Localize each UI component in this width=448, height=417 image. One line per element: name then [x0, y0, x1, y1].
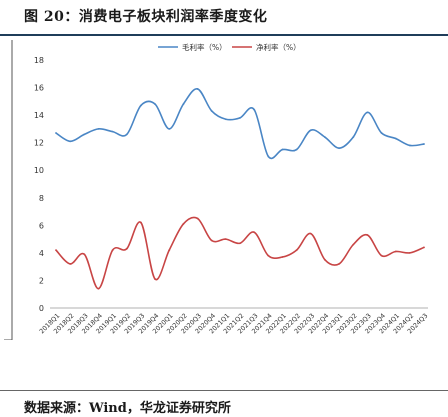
- data-point-0: [408, 144, 411, 147]
- data-point-1: [423, 246, 425, 249]
- legend-label-0: 毛利率（%）: [182, 42, 227, 52]
- data-point-0: [309, 129, 312, 132]
- y-tick-label: 18: [34, 56, 44, 65]
- data-point-1: [83, 253, 86, 256]
- data-point-0: [55, 132, 57, 134]
- data-point-1: [408, 251, 411, 254]
- data-point-0: [83, 133, 86, 136]
- data-point-0: [295, 148, 298, 151]
- figure-title: 图 20：消费电子板块利润率季度变化: [24, 9, 268, 25]
- data-point-1: [97, 287, 100, 290]
- chart-legend: 毛利率（%） 净利率（%）: [158, 42, 301, 52]
- y-tick-label: 6: [39, 221, 44, 230]
- data-point-0: [182, 103, 185, 105]
- data-point-1: [69, 263, 72, 265]
- y-tick-label: 16: [34, 84, 44, 93]
- data-point-1: [309, 232, 312, 235]
- data-point-0: [154, 103, 156, 105]
- data-point-0: [423, 143, 425, 145]
- y-tick-label: 12: [34, 139, 44, 148]
- data-point-1: [295, 249, 298, 252]
- legend-label-1: 净利率（%）: [256, 42, 301, 52]
- data-point-0: [125, 133, 128, 136]
- data-point-0: [338, 147, 340, 150]
- data-point-0: [168, 127, 171, 130]
- data-point-1: [366, 234, 369, 236]
- data-point-1: [239, 242, 241, 245]
- data-point-1: [380, 254, 383, 257]
- series-line-1: [55, 216, 425, 290]
- data-point-1: [338, 263, 340, 265]
- data-point-0: [69, 140, 72, 143]
- data-point-1: [352, 243, 355, 246]
- data-point-0: [380, 132, 383, 134]
- data-point-1: [182, 223, 185, 225]
- data-point-1: [267, 254, 270, 257]
- data-point-1: [210, 239, 213, 242]
- data-point-0: [253, 108, 256, 111]
- source-divider: [0, 390, 448, 391]
- title-divider: [0, 34, 448, 36]
- data-point-1: [111, 249, 114, 252]
- data-point-0: [394, 137, 397, 140]
- data-point-0: [224, 118, 227, 121]
- y-tick-label: 4: [39, 249, 44, 258]
- margin-line-chart: 毛利率（%） 净利率（%） 0 2 4 6 8 10 12 14 16 18 2018Q12018Q…: [34, 42, 430, 335]
- series-line-0: [55, 88, 425, 160]
- data-point-0: [196, 88, 199, 90]
- y-tick-label: 8: [39, 194, 44, 203]
- data-point-1: [154, 278, 156, 280]
- x-axis: 2018Q12018Q22018Q32018Q42019Q12019Q22019…: [38, 307, 429, 335]
- data-point-0: [239, 116, 241, 119]
- data-point-1: [125, 247, 128, 250]
- data-source-note: 数据来源：Wind，华龙证券研究所: [24, 401, 231, 416]
- y-tick-label: 10: [34, 166, 44, 175]
- data-point-1: [168, 249, 171, 252]
- data-point-1: [140, 221, 142, 224]
- data-point-0: [281, 148, 284, 151]
- data-point-0: [366, 111, 369, 114]
- data-point-0: [111, 130, 114, 133]
- y-tick-label: 0: [39, 304, 44, 313]
- data-point-1: [253, 231, 256, 234]
- y-tick-label: 14: [34, 111, 44, 120]
- data-point-0: [352, 136, 355, 139]
- data-point-0: [210, 110, 213, 112]
- data-point-0: [97, 127, 100, 130]
- y-axis: 0 2 4 6 8 10 12 14 16 18: [34, 56, 44, 313]
- data-point-1: [196, 217, 199, 220]
- data-point-0: [267, 155, 270, 158]
- data-point-0: [140, 104, 142, 107]
- data-point-0: [324, 136, 326, 139]
- plot-area: [55, 88, 425, 290]
- data-point-1: [281, 256, 284, 258]
- data-point-1: [394, 250, 397, 253]
- data-point-1: [224, 238, 227, 241]
- data-point-1: [324, 258, 326, 261]
- data-point-1: [55, 249, 57, 252]
- y-tick-label: 2: [39, 276, 44, 285]
- left-frame-bracket: [4, 40, 13, 340]
